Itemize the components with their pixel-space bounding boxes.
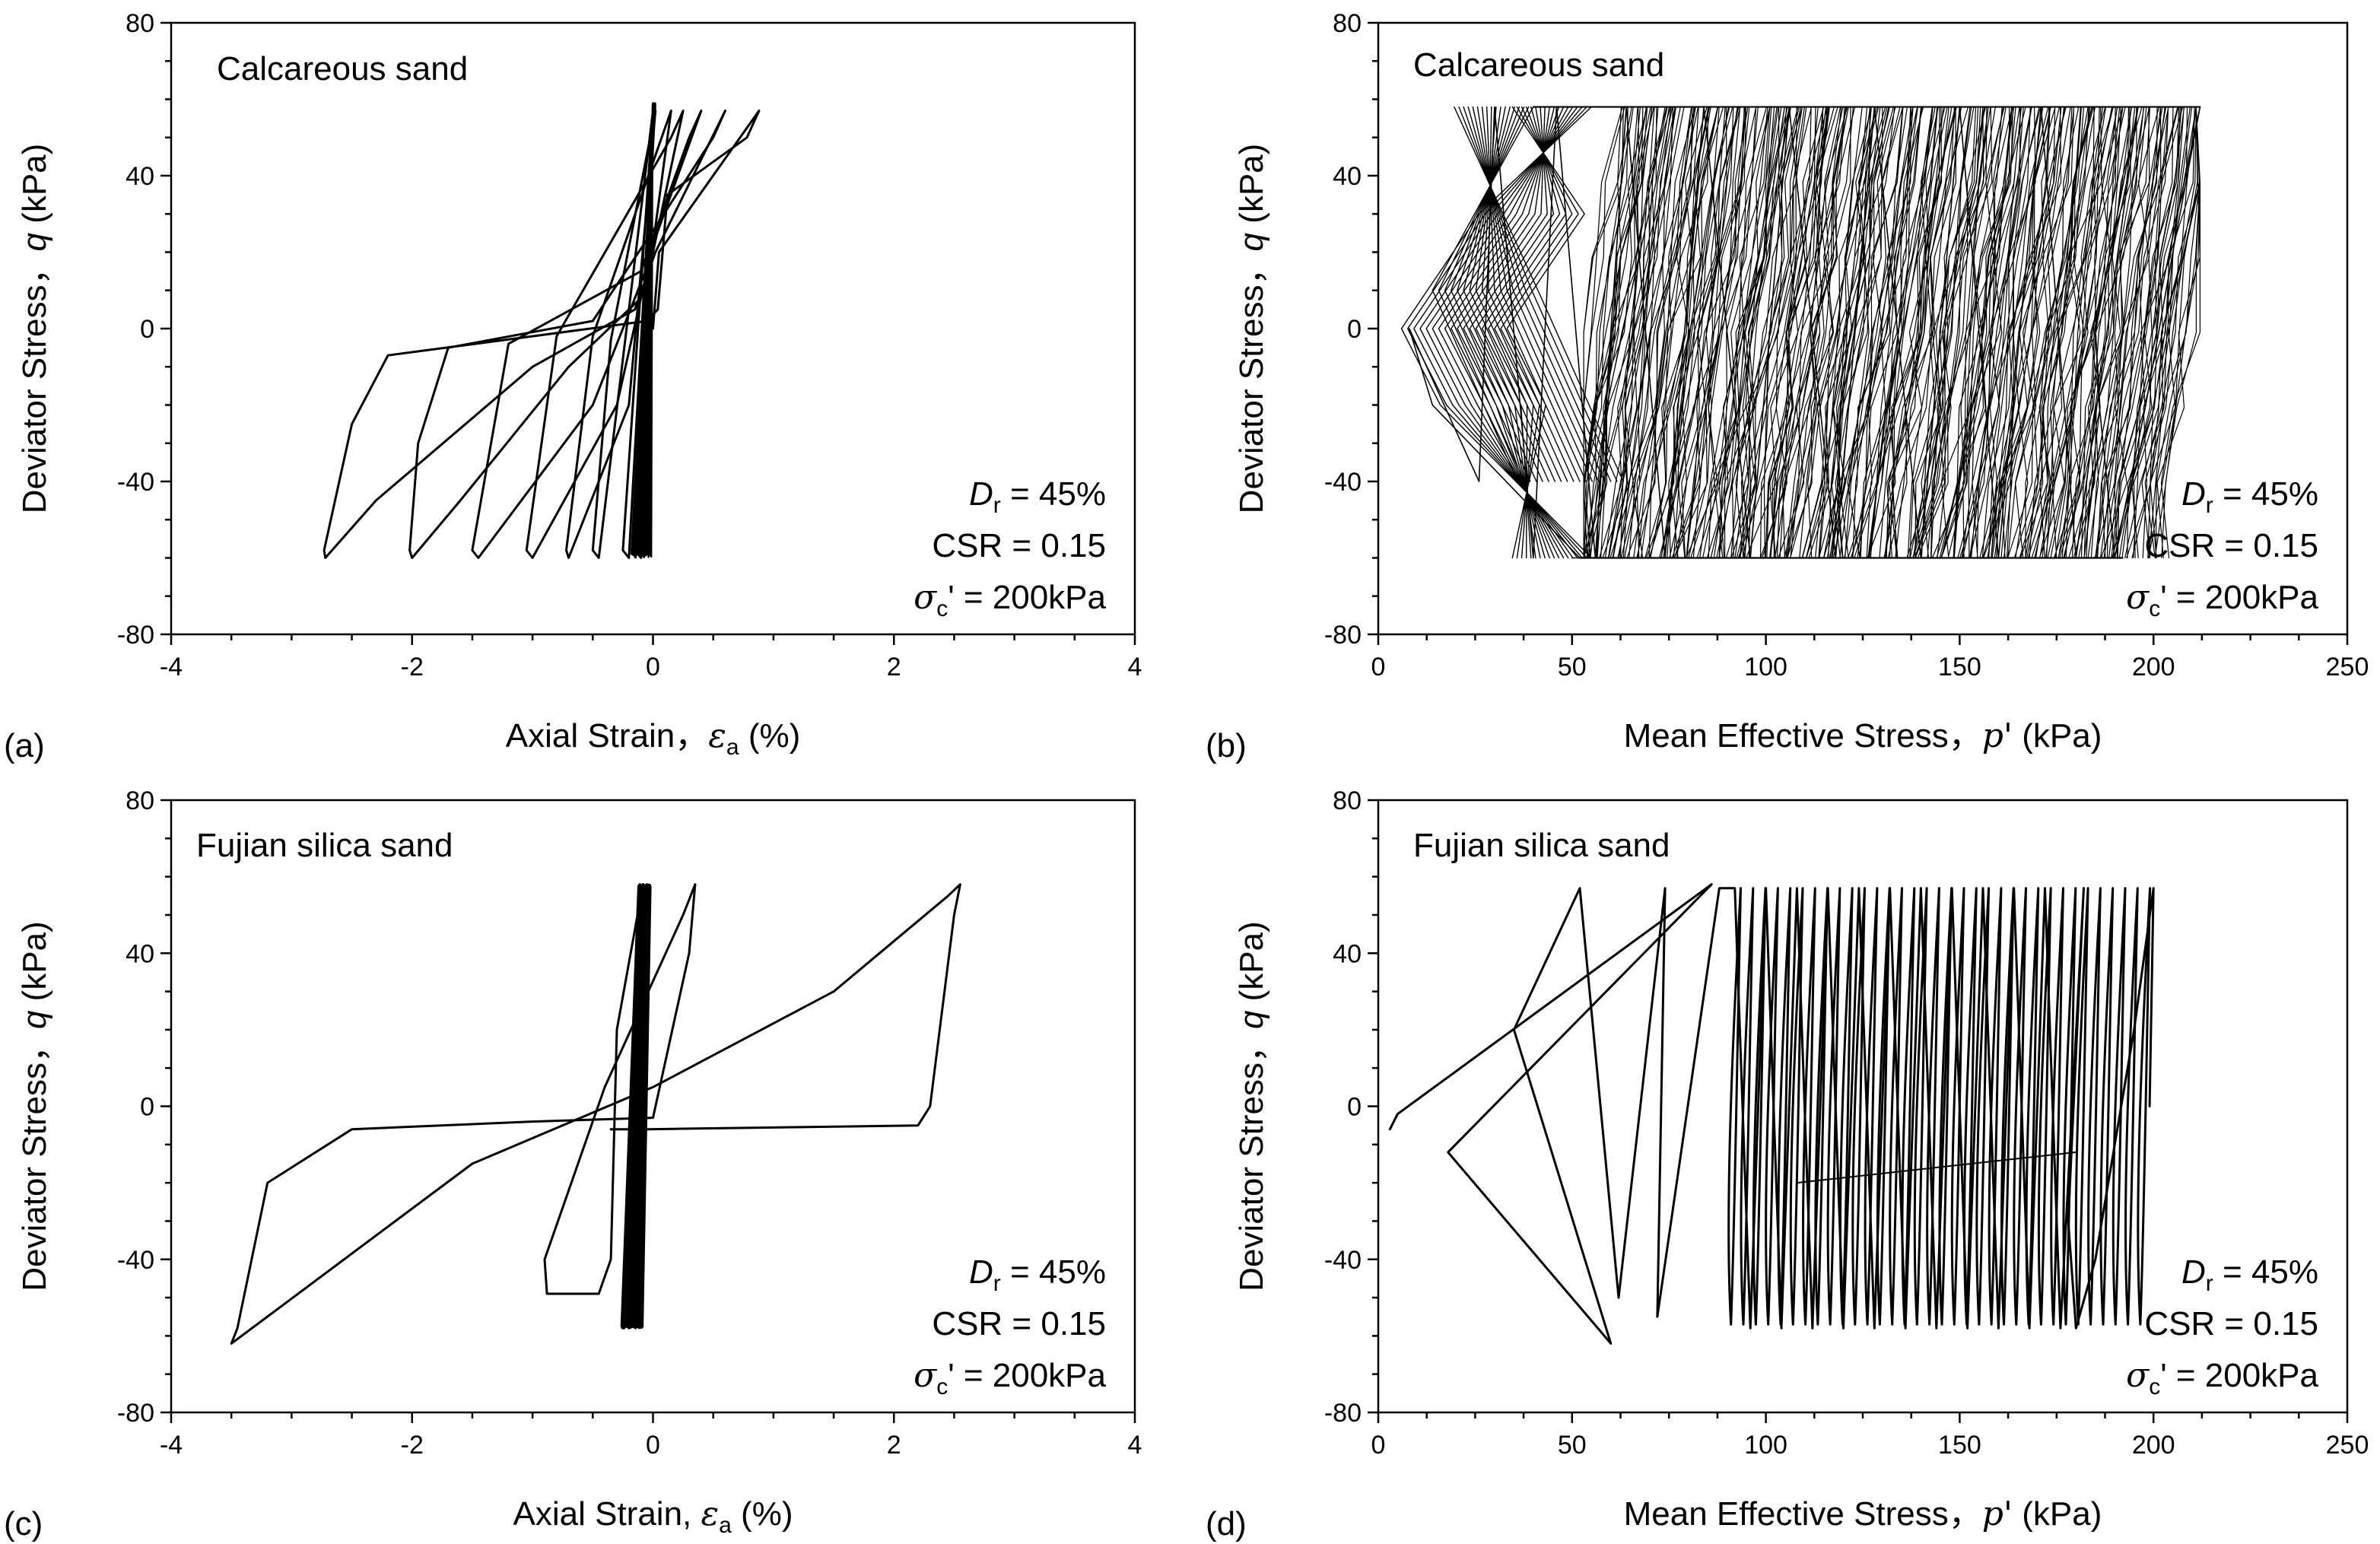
x-tick-label: 50 bbox=[1558, 1431, 1587, 1460]
y-tick-label: 40 bbox=[1333, 939, 1362, 968]
x-tick-label: -4 bbox=[160, 653, 183, 681]
panel-a: -4 -2 0 2 4 -80 -40 0 40 80 Axial Strain，εa (%) Dev… bbox=[4, 9, 1142, 764]
y-tick-label: 80 bbox=[1333, 9, 1362, 38]
x-tick-label: 0 bbox=[1371, 653, 1386, 681]
cycle-cluster bbox=[630, 102, 656, 559]
y-tick-label: 40 bbox=[1333, 162, 1362, 191]
y-tick-label: 40 bbox=[126, 939, 154, 968]
butterfly-loops bbox=[1400, 106, 1624, 559]
confining-stress-label: σc' = 200kPa bbox=[914, 1356, 1106, 1399]
y-tick-label: 0 bbox=[1347, 1093, 1362, 1122]
csr-label: CSR = 0.15 bbox=[2144, 1305, 2318, 1342]
relative-density-label: Dr = 45% bbox=[969, 1253, 1106, 1296]
narrow-loop-band bbox=[630, 102, 656, 559]
y-tick-label: 0 bbox=[1347, 315, 1362, 344]
x-tick-label: 0 bbox=[646, 653, 660, 681]
y-axis-title: Deviator Stress，q (kPa) bbox=[16, 144, 53, 514]
confining-stress-label: σc' = 200kPa bbox=[2126, 578, 2318, 621]
x-tick-label: 50 bbox=[1558, 653, 1587, 681]
x-tick-label: 4 bbox=[1128, 653, 1142, 681]
cycle-cluster bbox=[1727, 887, 2152, 1326]
relative-density-label: Dr = 45% bbox=[2181, 1253, 2318, 1296]
panel-letter: (a) bbox=[4, 727, 45, 764]
x-tick-label: 0 bbox=[1371, 1431, 1386, 1460]
relative-density-label: Dr = 45% bbox=[969, 475, 1106, 518]
panel-letter: (b) bbox=[1206, 727, 1247, 764]
y-tick-label: 80 bbox=[126, 786, 154, 815]
x-tick-label: 250 bbox=[2326, 1431, 2369, 1460]
y-axis-title: Deviator Stress，q (kPa) bbox=[1233, 921, 1270, 1291]
cycle-cluster bbox=[620, 883, 652, 1330]
x-tick-label: 0 bbox=[646, 1431, 660, 1460]
x-axis-title: Mean Effective Stress，p' (kPa) bbox=[1624, 716, 2102, 755]
panel-title: Fujian silica sand bbox=[196, 827, 453, 864]
y-tick-label: -40 bbox=[1324, 468, 1362, 497]
x-tick-label: 2 bbox=[887, 653, 901, 681]
y-tick-label: 0 bbox=[140, 1093, 154, 1122]
x-tick-label: 2 bbox=[887, 1431, 901, 1460]
panel-title: Calcareous sand bbox=[217, 50, 468, 87]
x-tick-label: -4 bbox=[160, 1431, 183, 1460]
x-axis-title: Mean Effective Stress，p' (kPa) bbox=[1624, 1495, 2102, 1533]
csr-label: CSR = 0.15 bbox=[2144, 527, 2318, 564]
y-tick-label: -80 bbox=[1324, 621, 1362, 650]
x-tick-label: 150 bbox=[1938, 653, 1981, 681]
cycle-cluster bbox=[1400, 106, 2201, 559]
panel-c: -4 -2 0 2 4 -80 -40 0 40 80 Axial Strain, εa (%) De… bbox=[4, 786, 1142, 1542]
relative-density-label: Dr = 45% bbox=[2181, 475, 2318, 518]
confining-stress-label: σc' = 200kPa bbox=[914, 578, 1106, 621]
envelope-lines bbox=[1532, 106, 2201, 559]
y-axis-title: Deviator Stress，q (kPa) bbox=[16, 921, 53, 1291]
x-tick-label: 4 bbox=[1128, 1431, 1142, 1460]
panel-letter: (c) bbox=[4, 1505, 43, 1542]
x-tick-label: 150 bbox=[1938, 1431, 1981, 1460]
csr-label: CSR = 0.15 bbox=[932, 1305, 1106, 1342]
y-tick-label: -40 bbox=[117, 1246, 154, 1275]
x-tick-label: 200 bbox=[2132, 653, 2175, 681]
x-tick-label: -2 bbox=[401, 653, 424, 681]
y-axis-title: Deviator Stress，q (kPa) bbox=[1233, 144, 1270, 514]
data-series bbox=[230, 883, 961, 1345]
y-tick-label: -80 bbox=[1324, 1399, 1362, 1428]
dense-stress-paths bbox=[1583, 106, 2200, 559]
confining-stress-label: σc' = 200kPa bbox=[2126, 1356, 2318, 1399]
x-tick-label: 200 bbox=[2132, 1431, 2175, 1460]
cycle-trace bbox=[1796, 1151, 2077, 1184]
x-tick-label: -2 bbox=[401, 1431, 424, 1460]
panel-title: Calcareous sand bbox=[1413, 46, 1664, 84]
y-tick-label: -40 bbox=[117, 468, 154, 497]
y-tick-label: -80 bbox=[117, 1399, 154, 1428]
csr-label: CSR = 0.15 bbox=[932, 527, 1106, 564]
x-axis-title: Axial Strain，εa (%) bbox=[506, 716, 801, 760]
y-tick-label: -80 bbox=[117, 621, 154, 650]
vertical-cycles bbox=[1727, 887, 2152, 1326]
data-series bbox=[323, 106, 761, 559]
x-tick-label: 100 bbox=[1744, 653, 1787, 681]
x-tick-label: 100 bbox=[1744, 1431, 1787, 1460]
narrow-loop-band bbox=[620, 883, 652, 1330]
x-tick-label: 250 bbox=[2326, 653, 2369, 681]
panel-b: 0 50 100 150 200 250 -80 -40 0 40 80 Mean Effective… bbox=[1206, 9, 2369, 764]
panel-letter: (d) bbox=[1206, 1505, 1247, 1542]
y-tick-label: 80 bbox=[126, 9, 154, 38]
y-tick-label: -40 bbox=[1324, 1246, 1362, 1275]
x-axis-title: Axial Strain, εa (%) bbox=[513, 1495, 793, 1538]
panel-title: Fujian silica sand bbox=[1413, 827, 1670, 864]
panel-d: 0 50 100 150 200 250 -80 -40 0 40 80 Mean Effective… bbox=[1206, 786, 2369, 1542]
y-tick-label: 80 bbox=[1333, 786, 1362, 815]
y-tick-label: 40 bbox=[126, 162, 154, 191]
y-tick-label: 0 bbox=[140, 315, 154, 344]
